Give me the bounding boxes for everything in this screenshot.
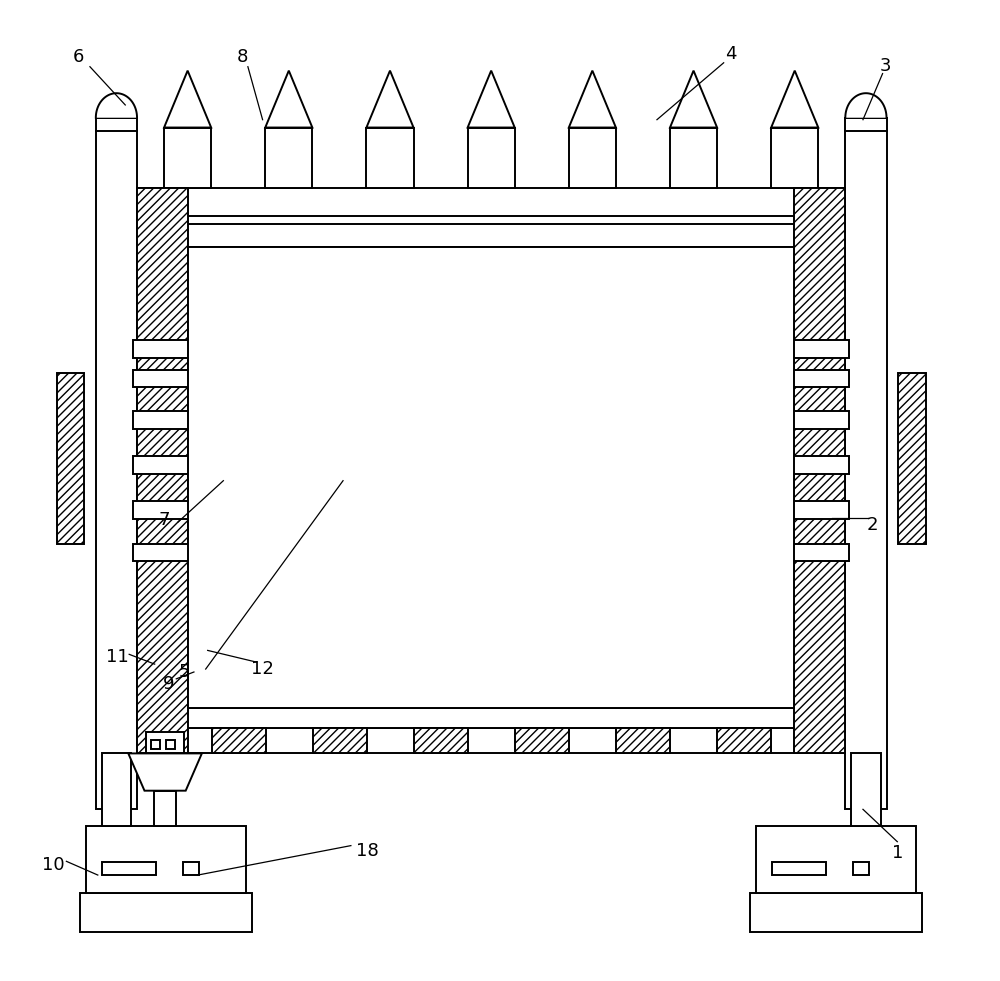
- Bar: [137, 728, 845, 753]
- Bar: [137, 188, 188, 753]
- Polygon shape: [670, 71, 717, 128]
- Polygon shape: [569, 71, 616, 128]
- Bar: [670, 128, 717, 188]
- Bar: [790, 411, 849, 429]
- Polygon shape: [265, 71, 312, 128]
- Polygon shape: [366, 71, 414, 128]
- Bar: [86, 826, 246, 893]
- Bar: [137, 188, 845, 216]
- Bar: [133, 501, 192, 519]
- Bar: [137, 708, 845, 728]
- Bar: [102, 753, 131, 826]
- Bar: [57, 373, 84, 544]
- Bar: [133, 340, 192, 358]
- Bar: [790, 456, 849, 474]
- Bar: [164, 247, 211, 708]
- Bar: [133, 411, 192, 429]
- Bar: [166, 740, 175, 749]
- Text: 18: 18: [356, 842, 379, 859]
- Bar: [772, 862, 826, 875]
- Bar: [569, 128, 616, 188]
- Polygon shape: [468, 71, 515, 128]
- Bar: [96, 118, 137, 809]
- Polygon shape: [164, 71, 211, 128]
- Bar: [265, 247, 312, 708]
- Text: 4: 4: [725, 45, 736, 63]
- Bar: [133, 456, 192, 474]
- Bar: [851, 753, 881, 826]
- Bar: [366, 247, 414, 708]
- Bar: [790, 543, 849, 561]
- Bar: [183, 862, 199, 875]
- Bar: [717, 728, 771, 753]
- Bar: [154, 791, 176, 826]
- Text: 7: 7: [159, 511, 170, 529]
- Bar: [133, 543, 192, 561]
- Text: 6: 6: [72, 48, 84, 66]
- Bar: [468, 128, 515, 188]
- Bar: [794, 188, 845, 753]
- Bar: [137, 224, 845, 247]
- Bar: [313, 728, 367, 753]
- Bar: [771, 247, 818, 708]
- Bar: [790, 340, 849, 358]
- Polygon shape: [845, 93, 887, 118]
- Bar: [845, 118, 887, 809]
- Bar: [853, 862, 869, 875]
- Text: 11: 11: [106, 648, 129, 666]
- Bar: [771, 128, 818, 188]
- Text: 8: 8: [236, 48, 248, 66]
- Text: 2: 2: [867, 516, 879, 534]
- Bar: [188, 247, 794, 708]
- Text: 10: 10: [42, 856, 65, 874]
- Bar: [750, 893, 922, 932]
- Text: 5: 5: [178, 663, 190, 681]
- Bar: [756, 826, 916, 893]
- Bar: [898, 373, 926, 544]
- Text: 3: 3: [880, 57, 891, 75]
- Bar: [146, 732, 184, 753]
- Text: 12: 12: [251, 660, 274, 678]
- Bar: [133, 370, 192, 387]
- Bar: [265, 128, 312, 188]
- Bar: [569, 247, 616, 708]
- Bar: [468, 247, 515, 708]
- Bar: [515, 728, 569, 753]
- Bar: [151, 740, 160, 749]
- Bar: [212, 728, 266, 753]
- Bar: [790, 501, 849, 519]
- Bar: [414, 728, 468, 753]
- Bar: [670, 247, 717, 708]
- Bar: [102, 862, 156, 875]
- Bar: [790, 370, 849, 387]
- Polygon shape: [96, 93, 137, 118]
- Bar: [164, 128, 211, 188]
- Bar: [366, 128, 414, 188]
- Polygon shape: [771, 71, 818, 128]
- Bar: [616, 728, 670, 753]
- Text: 9: 9: [163, 675, 174, 693]
- Text: 1: 1: [892, 845, 903, 862]
- Polygon shape: [128, 753, 202, 791]
- Bar: [80, 893, 252, 932]
